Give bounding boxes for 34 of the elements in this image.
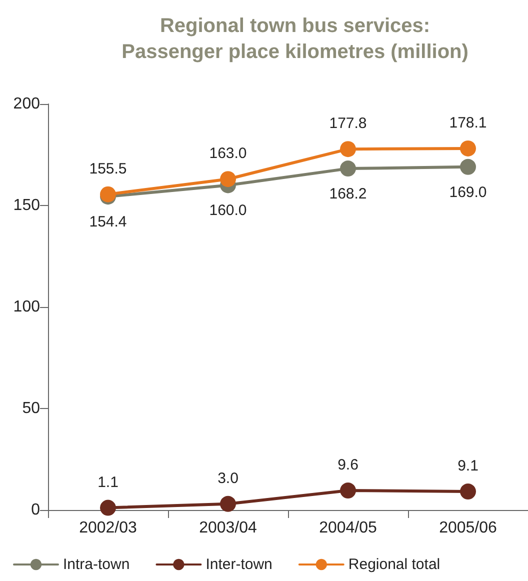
y-tick-label: 200	[13, 96, 40, 112]
x-tick-label: 2003/04	[199, 520, 258, 536]
point	[460, 158, 476, 175]
data-label: 9.6	[338, 456, 358, 474]
legend-label: Regional total	[348, 556, 440, 573]
data-label: 154.4	[89, 214, 127, 231]
data-label: 169.0	[449, 184, 487, 201]
data-label: 1.1	[98, 474, 118, 491]
point	[220, 171, 236, 188]
data-label: 160.0	[209, 202, 247, 220]
data-label: 3.0	[218, 470, 238, 487]
point	[460, 140, 476, 156]
point	[340, 160, 356, 177]
data-label: 178.1	[449, 114, 487, 132]
x-tick-label: 2002/03	[79, 520, 138, 536]
y-tick-label: 150	[13, 197, 40, 214]
point	[340, 141, 356, 158]
y-tick-label: 100	[13, 298, 40, 316]
y-tick-label: 0	[31, 502, 40, 518]
chart-title: Regional town bus services: Passenger place kilometres (million)	[122, 15, 468, 63]
data-label: 168.2	[329, 186, 367, 203]
data-label: 163.0	[209, 145, 247, 162]
legend-label: Intra-town	[63, 556, 130, 573]
data-label: 9.1	[458, 458, 478, 475]
data-label: 177.8	[329, 115, 367, 132]
point	[100, 500, 116, 516]
point	[340, 482, 356, 499]
point	[460, 484, 476, 500]
x-tick-label: 2004/05	[319, 520, 378, 536]
x-tick-label: 2005/06	[439, 520, 498, 536]
point	[220, 496, 236, 512]
y-tick-label: 50	[22, 400, 40, 417]
data-label: 155.5	[89, 160, 127, 178]
legend-label: Inter-town	[206, 556, 272, 573]
